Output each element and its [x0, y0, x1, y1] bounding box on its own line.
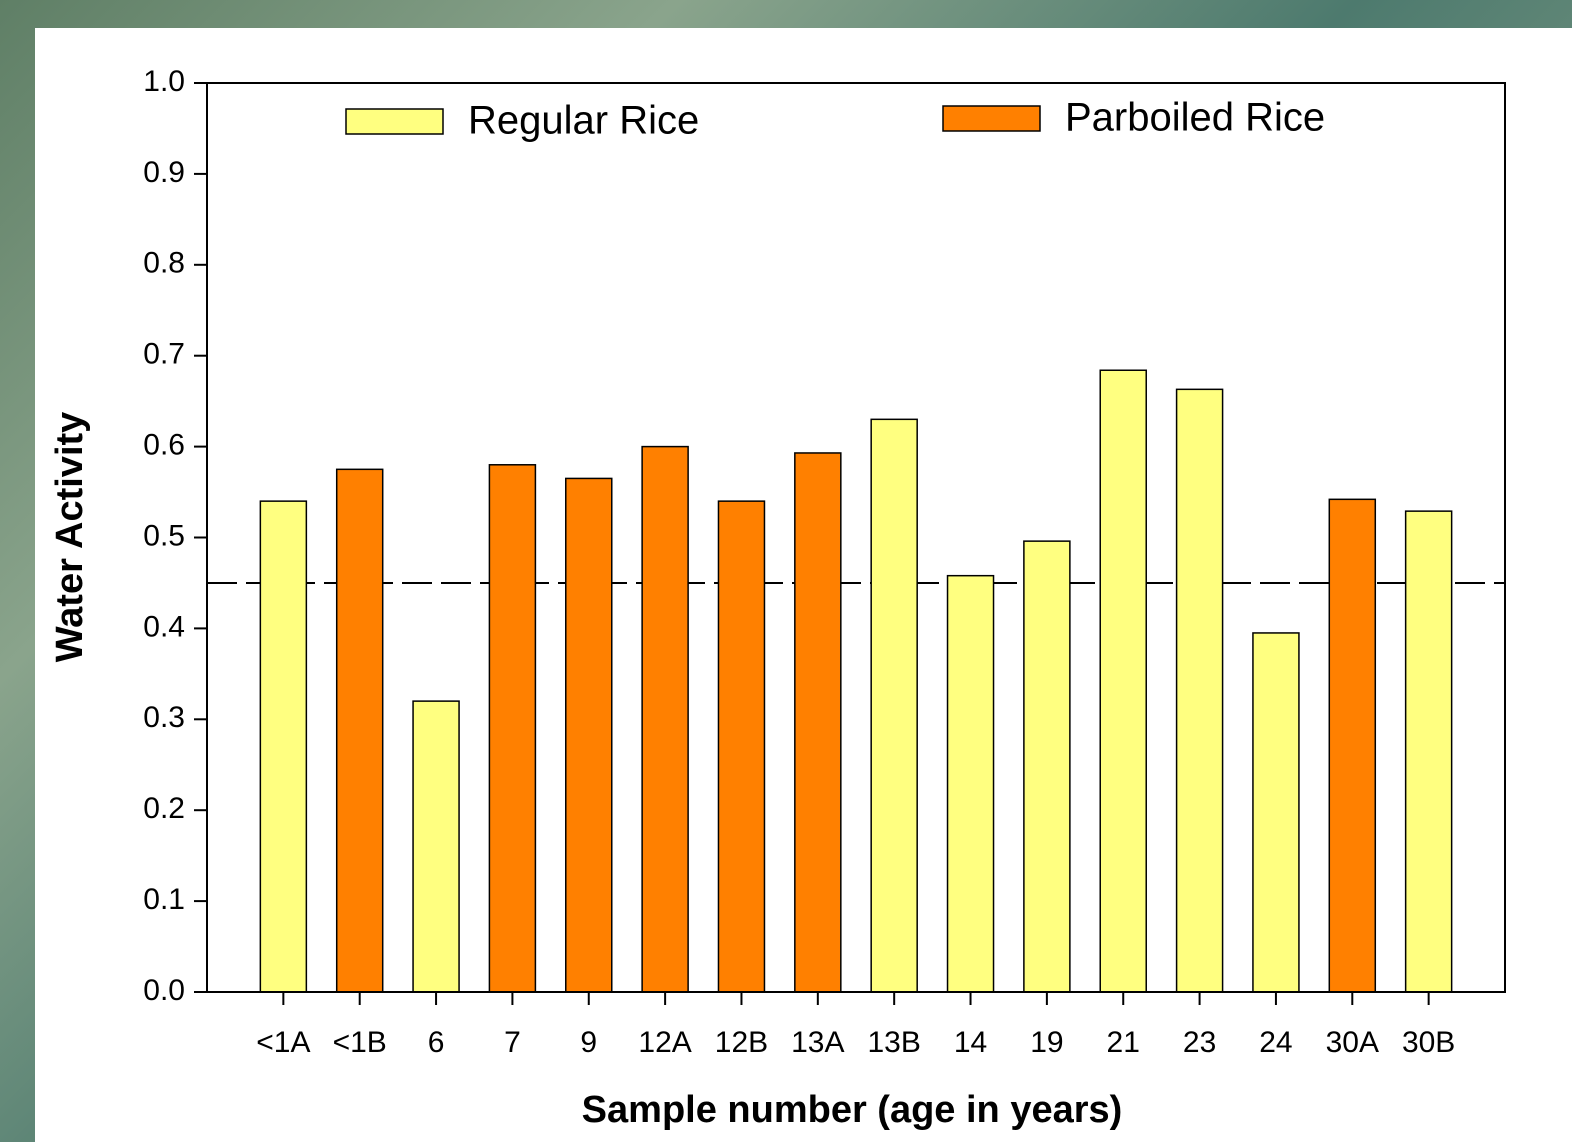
chart: Sample number (age in years) Water Activ… — [0, 0, 1572, 1142]
y-tick-label: 0.4 — [143, 610, 185, 643]
bar — [337, 469, 383, 992]
x-tick-label: 23 — [1183, 1026, 1216, 1059]
x-tick-label: 13B — [867, 1026, 920, 1059]
bar — [1177, 389, 1223, 992]
x-tick-label: 12A — [638, 1026, 691, 1059]
y-tick-label: 0.7 — [143, 338, 185, 371]
x-tick-label: 6 — [428, 1026, 445, 1059]
bar — [1329, 499, 1375, 992]
bar — [1100, 370, 1146, 992]
x-tick-label: 7 — [504, 1026, 521, 1059]
x-tick-label: 19 — [1030, 1026, 1063, 1059]
bar — [260, 501, 306, 992]
x-tick-label: 24 — [1259, 1026, 1292, 1059]
y-tick-label: 0.2 — [143, 792, 185, 825]
y-tick-label: 0.9 — [143, 156, 185, 189]
y-tick-label: 0.0 — [143, 974, 185, 1007]
y-tick-label: 0.1 — [143, 883, 185, 916]
bar — [1253, 633, 1299, 992]
y-tick-label: 0.6 — [143, 429, 185, 462]
bar — [413, 701, 459, 992]
bar — [642, 447, 688, 992]
legend-swatch — [346, 109, 443, 134]
x-tick-label: 14 — [954, 1026, 987, 1059]
x-axis-title: Sample number (age in years) — [582, 1089, 1123, 1131]
bar — [948, 576, 994, 992]
x-tick-label: 12B — [715, 1026, 768, 1059]
bar — [718, 501, 764, 992]
x-tick-label: 21 — [1107, 1026, 1140, 1059]
bar — [1024, 541, 1070, 992]
bar — [795, 453, 841, 992]
page: Sample number (age in years) Water Activ… — [0, 0, 1572, 1142]
y-tick-label: 0.3 — [143, 701, 185, 734]
x-tick-label: 9 — [580, 1026, 597, 1059]
y-tick-label: 0.5 — [143, 519, 185, 552]
legend-label: Regular Rice — [468, 99, 699, 143]
legend-swatch — [943, 106, 1040, 131]
x-tick-label: <1B — [333, 1026, 387, 1059]
bar — [566, 478, 612, 992]
x-tick-label: <1A — [256, 1026, 310, 1059]
x-tick-label: 30B — [1402, 1026, 1455, 1059]
y-tick-label: 1.0 — [143, 65, 185, 98]
x-tick-label: 13A — [791, 1026, 844, 1059]
bar — [1406, 511, 1452, 992]
y-tick-label: 0.8 — [143, 247, 185, 280]
legend-label: Parboiled Rice — [1065, 96, 1325, 140]
bar — [871, 419, 917, 992]
y-axis-title: Water Activity — [49, 412, 91, 663]
bar — [489, 465, 535, 992]
x-tick-label: 30A — [1326, 1026, 1379, 1059]
